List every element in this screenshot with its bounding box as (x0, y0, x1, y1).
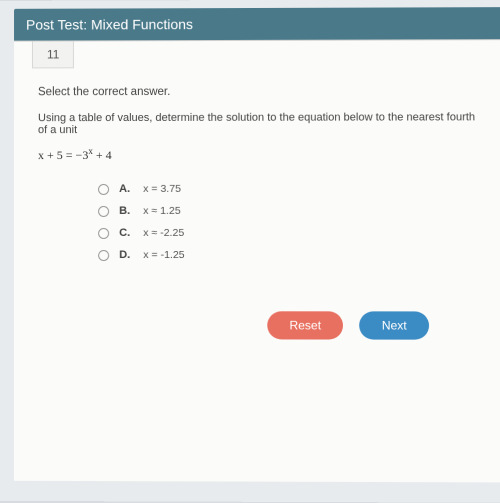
choice-row[interactable]: A. x = 3.75 (98, 183, 479, 195)
choice-letter: A. (119, 183, 143, 195)
choice-row[interactable]: C. x ≈ -2.25 (98, 227, 479, 239)
choice-letter: D. (119, 249, 143, 261)
choice-letter: B. (119, 205, 143, 217)
choice-text: x ≈ 1.25 (143, 205, 180, 217)
choice-text: x ≈ -2.25 (143, 227, 184, 239)
choices-list: A. x = 3.75 B. x ≈ 1.25 C. x ≈ -2.25 D. … (38, 183, 479, 261)
choice-letter: C. (119, 227, 143, 239)
radio-icon[interactable] (98, 183, 109, 194)
button-row: Reset Next (38, 271, 480, 340)
question-number-tab: 11 (32, 41, 74, 68)
content-area: 11 Select the correct answer. Using a ta… (14, 39, 500, 482)
test-header: Post Test: Mixed Functions (14, 7, 500, 41)
question-number: 11 (47, 47, 59, 61)
instruction-text: Select the correct answer. (38, 85, 478, 98)
radio-icon[interactable] (98, 205, 109, 216)
next-button[interactable]: Next (359, 311, 429, 339)
reset-button[interactable]: Reset (267, 311, 343, 339)
question-body: Select the correct answer. Using a table… (14, 67, 500, 350)
equation: x + 5 = −3x + 4 (38, 145, 479, 163)
radio-icon[interactable] (98, 249, 109, 260)
question-prompt: Using a table of values, determine the s… (38, 111, 479, 136)
choice-text: x = 3.75 (143, 183, 181, 195)
choice-row[interactable]: B. x ≈ 1.25 (98, 205, 479, 217)
test-title: Post Test: Mixed Functions (26, 16, 193, 32)
equation-base: −3 (76, 148, 89, 162)
screen: Post Test: Mixed Functions 11 Select the… (0, 0, 500, 503)
equation-lhs: x + 5 = (38, 148, 76, 162)
choice-text: x = -1.25 (143, 249, 184, 261)
choice-row[interactable]: D. x = -1.25 (98, 249, 479, 261)
equation-tail: + 4 (93, 148, 112, 162)
radio-icon[interactable] (98, 227, 109, 238)
